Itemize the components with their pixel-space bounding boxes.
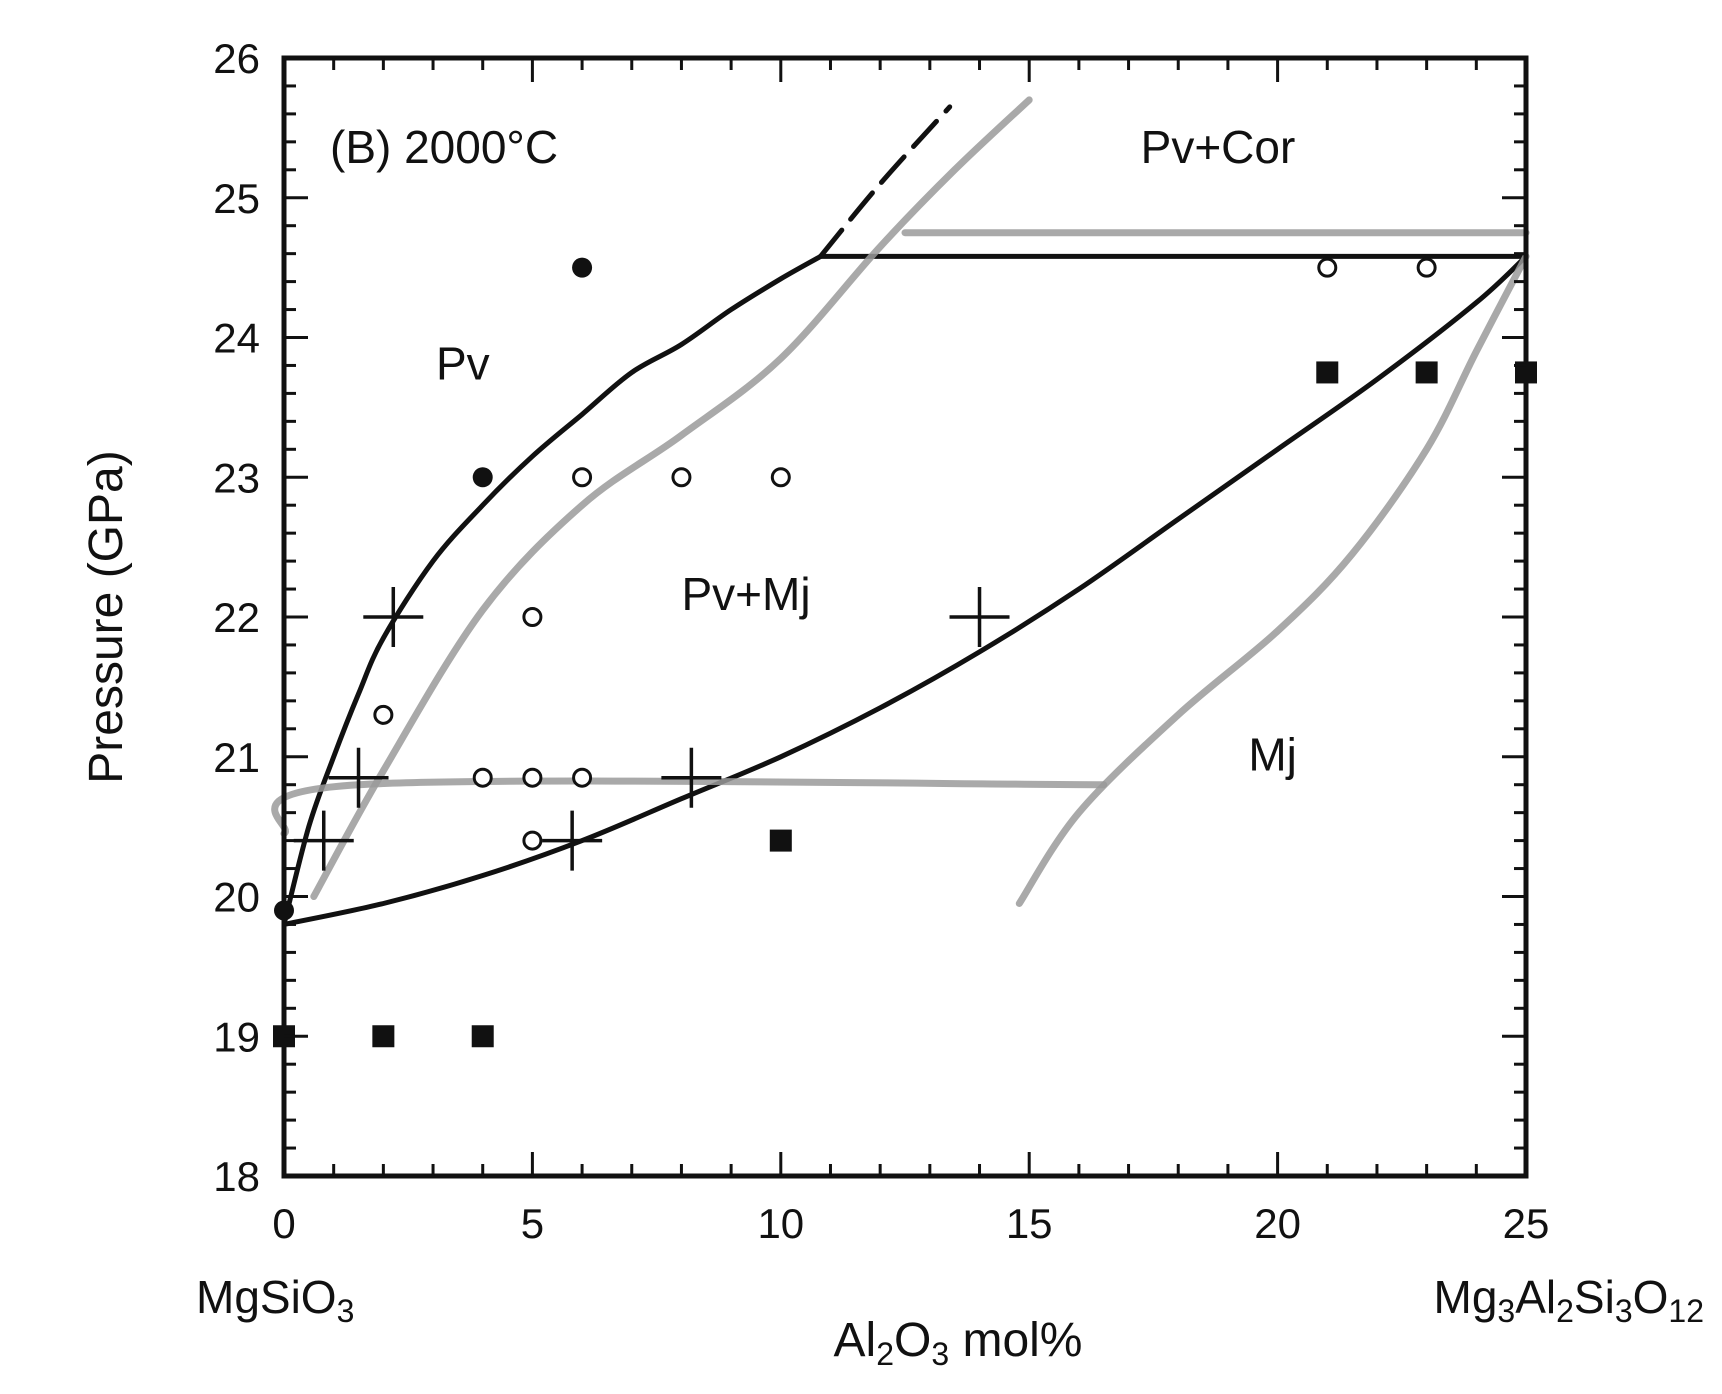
y-tick-label: 25 [213,175,260,222]
x-end-label-right: Mg3Al2Si3O12 [1434,1271,1704,1329]
x-tick-label: 15 [1006,1200,1053,1247]
y-tick-label: 26 [213,35,260,82]
phase-boundary-gray [310,96,1033,900]
x-tick-label: 25 [1503,1200,1550,1247]
y-tick-label: 24 [213,315,260,362]
y-tick-label: 22 [213,594,260,641]
filled-square-point [1316,361,1339,384]
y-axis-title: Pressure (GPa) [80,450,133,783]
region-label: Pv+Mj [681,568,810,620]
x-tick-label: 5 [521,1200,544,1247]
filled-square-point [1415,361,1438,384]
open-circle-point [472,767,493,788]
plus-point [949,587,1010,647]
filled-circle-point [572,257,593,278]
x-tick-label: 0 [272,1200,295,1247]
region-label: Mj [1248,729,1297,781]
phase-boundary-solid [281,253,1529,927]
plus-point [363,587,424,647]
phase-boundary-solid [281,253,823,927]
y-tick-label: 19 [213,1013,260,1060]
open-circle-point [572,767,593,788]
plus-point [542,810,603,871]
tick-layer [282,56,1528,1178]
y-tick-label: 21 [213,734,260,781]
y-tick-label: 23 [213,454,260,501]
panel-label: (B) 2000°C [330,121,558,173]
plus-point [328,747,389,808]
open-circle-point [1317,257,1338,278]
plus-point [661,747,722,808]
y-tick-label: 18 [213,1153,260,1200]
open-circle-point [522,607,543,627]
open-circle-point [522,767,543,788]
filled-square-point [372,1025,395,1048]
region-label: Pv [436,337,490,389]
open-circle-point [522,830,543,851]
filled-circle-point [472,467,493,488]
open-circle-point [770,467,791,488]
open-circle-point [572,467,593,488]
open-circle-point [671,467,692,488]
label-layer: (B) 2000°C Pressure (GPa) 0 5 10 15 20 25 18 19… [80,35,1704,1372]
phase-boundary-dashed [818,104,953,259]
phase-boundary-gray [1015,252,1530,907]
x-axis-title: Al2O3 mol% [834,1314,1083,1372]
phase-boundary-gray [271,777,1108,838]
region-label: Pv+Cor [1141,121,1296,173]
x-tick-label: 10 [757,1200,804,1247]
x-tick-label: 20 [1254,1200,1301,1247]
y-tick-label: 20 [213,874,260,921]
open-circle-point [1416,257,1437,278]
x-end-label-left: MgSiO3 [196,1271,354,1329]
open-circle-point [373,704,394,725]
plus-point [293,810,354,871]
filled-square-point [769,829,792,852]
filled-square-point [471,1025,494,1048]
